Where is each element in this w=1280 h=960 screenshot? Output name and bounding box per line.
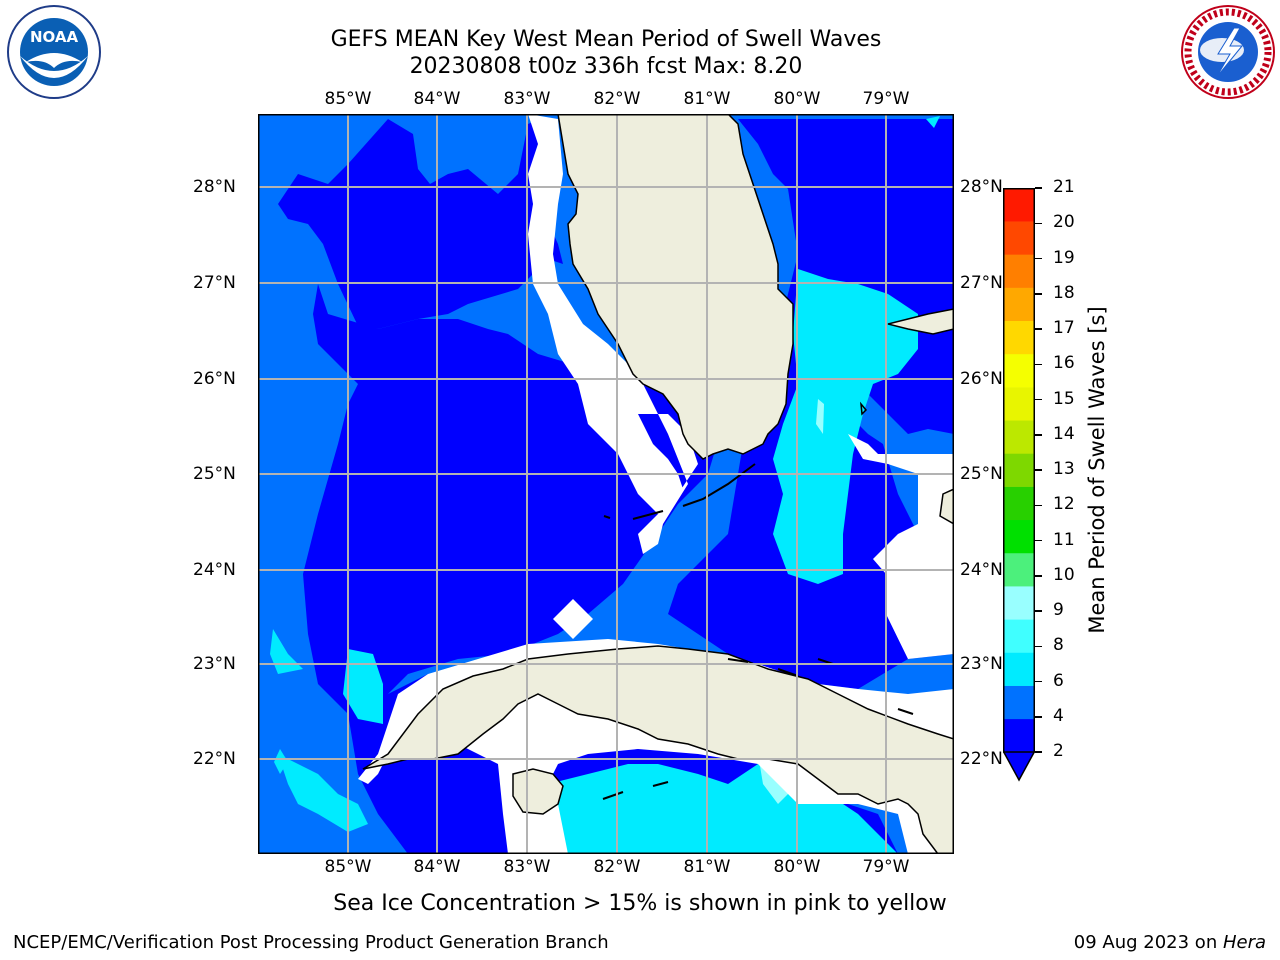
colorbar-cell [1003,420,1035,454]
lon-label-top-82w: 82°W [593,89,641,109]
swell-period-map [258,114,954,854]
colorbar-tick-mark [1035,716,1042,718]
lat-label-right-22n: 22°N [960,749,1003,769]
noaa-logo-text: NOAA [30,28,79,46]
colorbar-tick-label: 8 [1053,635,1064,656]
lat-label-left-26n: 26°N [193,369,236,389]
colorbar-tick-label: 4 [1053,705,1064,726]
colorbar-tick-mark [1035,680,1042,683]
colorbar-tick-mark [1035,257,1042,260]
colorbar-cell [1003,387,1035,421]
colorbar-cell [1003,453,1035,487]
colorbar-cell [1003,320,1035,355]
colorbar-tick-mark [1035,222,1042,224]
colorbar-tick-label: 17 [1053,318,1075,338]
colorbar-tick-label: 13 [1053,459,1075,479]
chart-title-line2: 20230808 t00z 336h fcst Max: 8.20 [409,54,803,79]
lon-label-top-83w: 83°W [503,89,551,109]
colorbar-cell [1003,586,1035,620]
lon-label-bottom-81w: 81°W [683,857,731,877]
lon-label-bottom-79w: 79°W [862,857,910,877]
lon-label-bottom-84w: 84°W [413,857,461,877]
colorbar-cell [1003,652,1035,686]
colorbar-tick-label: 12 [1053,494,1075,515]
lat-label-left-25n: 25°N [193,464,236,484]
lat-label-left-27n: 27°N [193,273,236,293]
colorbar-tick-mark [1035,398,1042,401]
lon-label-bottom-82w: 82°W [593,857,641,877]
colorbar-cell [1003,718,1035,753]
map-frame [258,114,954,854]
colorbar-tick-label: 18 [1053,282,1075,303]
colorbar-extend-arrow [1003,752,1035,782]
colorbar-cell [1003,552,1035,587]
colorbar-cell [1003,221,1035,255]
colorbar-tick-mark [1035,751,1042,753]
colorbar-tick-label: 20 [1053,212,1075,233]
colorbar-tick-label: 16 [1053,353,1075,374]
chart-title-line1: GEFS MEAN Key West Mean Period of Swell … [330,27,882,52]
lat-label-right-26n: 26°N [960,369,1003,389]
lon-label-top-85w: 85°W [324,89,372,109]
colorbar-tick-mark [1035,187,1042,189]
colorbar-tick-label: 15 [1053,388,1075,409]
colorbar-tick-label: 21 [1053,177,1075,197]
lat-label-right-28n: 28°N [960,177,1003,197]
colorbar-tick-mark [1035,363,1042,365]
colorbar-tick-mark [1035,434,1042,436]
colorbar-cell [1003,486,1035,521]
colorbar-tick-mark [1035,610,1042,612]
lat-label-right-23n: 23°N [960,654,1003,674]
lat-label-left-23n: 23°N [193,654,236,674]
sea-ice-note: Sea Ice Concentration > 15% is shown in … [333,891,947,916]
colorbar-cell [1003,254,1035,288]
colorbar-tick-mark [1035,504,1042,506]
lat-label-left-22n: 22°N [193,749,236,769]
colorbar-tick-label: 14 [1053,423,1075,444]
colorbar [1003,188,1035,753]
colorbar-tick-label: 6 [1053,670,1064,691]
footer-host: Hera [1222,932,1266,953]
colorbar-cell [1003,519,1035,554]
cuba-land [362,645,954,854]
lon-label-bottom-85w: 85°W [324,857,372,877]
lon-label-top-79w: 79°W [862,89,910,109]
lat-label-right-24n: 24°N [960,560,1003,580]
colorbar-tick-mark [1035,293,1042,295]
colorbar-tick-mark [1035,328,1042,330]
colorbar-tick-label: 10 [1053,564,1075,585]
colorbar-cell [1003,619,1035,653]
isla-juventud-land [512,768,564,815]
footer-branch: NCEP/EMC/Verification Post Processing Pr… [13,932,609,953]
lat-label-right-27n: 27°N [960,273,1003,293]
colorbar-cell [1003,685,1035,720]
national-weather-service-logo [1181,5,1275,99]
colorbar-tick-mark [1035,469,1042,471]
colorbar-cell [1003,287,1035,322]
map-gridlines [258,114,954,854]
colorbar-tick-mark [1035,539,1042,542]
lon-label-bottom-80w: 80°W [773,857,821,877]
colorbar-tick-label: 9 [1053,600,1064,620]
footer-date-text: 09 Aug 2023 on [1073,932,1223,953]
colorbar-tick-mark [1035,645,1042,647]
colorbar-tick-mark [1035,575,1042,577]
noaa-logo: NOAA [7,5,101,99]
lon-label-top-84w: 84°W [413,89,461,109]
footer-date: 09 Aug 2023 on Hera [1074,932,1266,953]
lon-label-top-81w: 81°W [683,89,731,109]
grand-bahama-land [887,308,954,335]
colorbar-tick-label: 19 [1053,247,1075,268]
colorbar-tick-label: 11 [1053,529,1075,550]
andros-land [939,488,954,525]
colorbar-tick-label: 2 [1053,741,1064,761]
lon-label-top-80w: 80°W [773,89,821,109]
lon-label-bottom-83w: 83°W [503,857,551,877]
colorbar-cell [1003,353,1035,388]
lat-label-left-28n: 28°N [193,177,236,197]
lat-label-right-25n: 25°N [960,464,1003,484]
colorbar-label: Mean Period of Swell Waves [s] [1085,306,1109,634]
colorbar-cell [1003,188,1035,222]
lat-label-left-24n: 24°N [193,560,236,580]
